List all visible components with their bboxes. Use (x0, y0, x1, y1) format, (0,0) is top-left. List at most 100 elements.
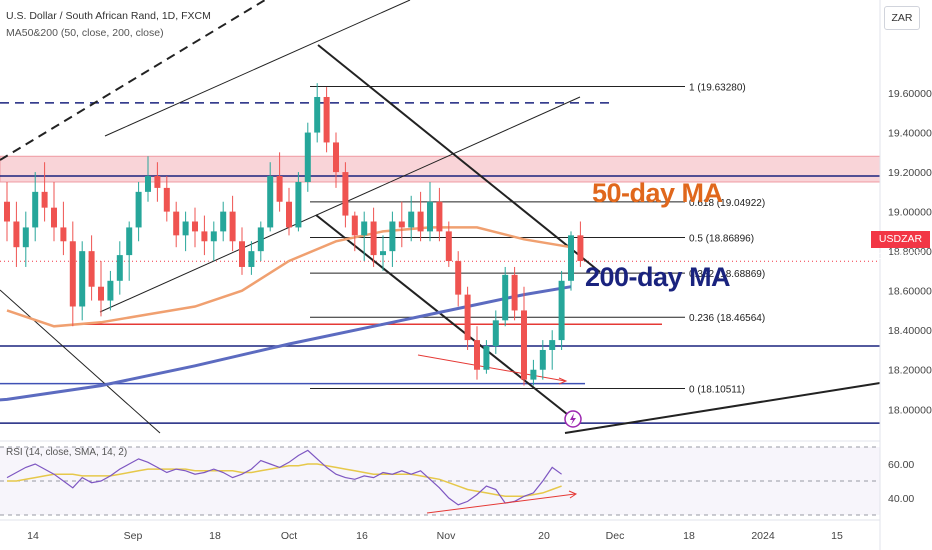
fib-level-label: 0.382 (18.68869) (689, 269, 765, 280)
candle (201, 215, 208, 256)
fib-level-label: 1 (19.63280) (689, 83, 746, 94)
rsi-tick-label: 60.00 (888, 459, 914, 471)
candle-body (98, 286, 104, 301)
candle-body (445, 231, 452, 262)
candle-body (88, 251, 95, 287)
candle (32, 172, 39, 242)
candle-body (192, 221, 198, 232)
candle (361, 211, 368, 262)
candle (69, 221, 76, 327)
candle (351, 211, 358, 252)
time-tick-label: Nov (437, 530, 456, 542)
ma200-annotation: 200-day MA (585, 262, 731, 292)
candle (549, 330, 556, 370)
candle (98, 261, 104, 317)
trend-lines (0, 0, 881, 434)
candle (163, 176, 170, 222)
horizontal-levels (0, 102, 880, 424)
time-tick-label: 15 (831, 530, 843, 542)
descending-line-left (0, 289, 161, 434)
ma50-path (6, 226, 572, 328)
candle-body (455, 261, 462, 295)
candle-body (304, 132, 311, 182)
candle (445, 221, 452, 267)
candle (568, 231, 574, 291)
price-tick-label: 19.40000 (888, 128, 932, 140)
rising-support-line (564, 382, 881, 434)
price-tick-label: 18.80000 (888, 246, 932, 258)
candle-body (13, 221, 20, 248)
candle (295, 172, 302, 232)
candle-body (351, 215, 358, 236)
candle-body (51, 207, 57, 228)
channel-upper (104, 0, 411, 137)
candle (342, 162, 349, 228)
candle-body (323, 96, 330, 143)
candle-body (492, 320, 499, 347)
candle-body (361, 221, 368, 236)
price-tag-value: 18.74910 (878, 250, 923, 262)
divergence-line-price (417, 354, 566, 382)
candle-body (521, 310, 527, 380)
candle-body (126, 227, 133, 256)
candle (370, 207, 377, 267)
candle (304, 122, 311, 192)
candle (173, 201, 180, 248)
ma200-path (0, 285, 572, 402)
candle (408, 195, 415, 242)
candle-body (549, 340, 556, 350)
time-tick-label: Oct (281, 530, 297, 542)
candle (276, 152, 283, 212)
rsi-legend[interactable]: RSI (14, close, SMA, 14, 2) (6, 447, 128, 458)
candle (323, 87, 330, 153)
candle-body (79, 251, 86, 307)
candle-body (173, 211, 180, 236)
candle (229, 195, 236, 252)
candle-body (220, 211, 227, 232)
candle (577, 221, 584, 267)
price-tick-label: 18.40000 (888, 325, 932, 337)
candle-body (333, 142, 339, 173)
candle-body (60, 227, 67, 242)
candle (192, 207, 198, 248)
candle-body (107, 280, 114, 301)
candle-body (568, 235, 574, 281)
ma200-line (0, 285, 572, 402)
candle-body (502, 274, 509, 321)
candle-body (163, 187, 170, 212)
time-tick-label: 14 (27, 530, 39, 542)
time-tick-label: 18 (209, 530, 221, 542)
candle (88, 235, 95, 301)
rsi-ma-line (7, 463, 562, 498)
last-price-tag: USDZAR 18.74910 (871, 231, 930, 262)
candle-body (276, 176, 283, 202)
candle-body (464, 294, 471, 341)
rsi-line (6, 449, 562, 506)
candle-body (314, 96, 321, 133)
candle (558, 270, 565, 350)
candle-body (229, 211, 236, 242)
candle-body (257, 227, 264, 252)
candle (427, 181, 433, 242)
candle-body (239, 241, 245, 267)
candle-body (417, 211, 424, 232)
candle (154, 162, 161, 202)
divergence-arrowhead (558, 377, 568, 385)
currency-button[interactable]: ZAR (884, 6, 920, 30)
candle (267, 162, 274, 232)
candle (13, 201, 20, 267)
candle-body (530, 369, 537, 380)
candle-body (201, 231, 208, 242)
candle-body (41, 191, 48, 208)
candle (314, 83, 321, 143)
candle-body (558, 280, 565, 341)
price-tick-label: 18.00000 (888, 404, 932, 416)
candles (4, 83, 584, 386)
candle (483, 340, 490, 374)
indicator-legend[interactable]: MA50&200 (50, close, 200, close) (6, 27, 164, 39)
lightning-icon (570, 413, 576, 425)
candle-body (436, 201, 443, 232)
candle (530, 359, 537, 386)
candle-body (22, 227, 29, 248)
